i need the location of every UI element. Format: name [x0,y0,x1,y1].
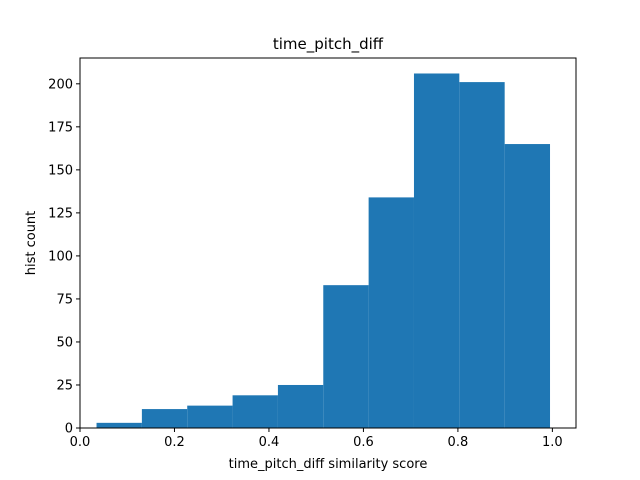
y-axis-ticks: 0 25 50 75 100 125 150 175 200 [48,77,80,437]
y-tick-label: 75 [56,292,73,307]
y-tick-label: 25 [56,378,73,393]
histogram-bar [96,422,142,428]
histogram-bar [277,384,324,428]
histogram-bar [232,395,278,428]
x-axis-ticks: 0.0 0.2 0.4 0.6 0.8 1.0 [70,428,563,450]
x-tick-label: 0.4 [259,435,280,450]
x-tick-label: 1.0 [542,435,563,450]
histogram-bar [413,73,460,428]
histogram-bar [459,82,505,429]
x-tick-label: 0.8 [448,435,469,450]
y-tick-label: 100 [48,249,73,264]
histogram-bar [141,409,188,428]
x-tick-label: 0.6 [353,435,374,450]
y-tick-label: 50 [56,335,73,350]
y-tick-label: 150 [48,163,73,178]
plot-frame [79,57,577,429]
histogram-bar [368,197,414,428]
x-tick-label: 0.0 [70,435,91,450]
x-tick-label: 0.2 [164,435,185,450]
chart-title: time_pitch_diff [273,35,384,54]
histogram-bar [187,405,233,428]
y-axis-label: hist count [24,211,39,276]
x-axis-label: time_pitch_diff similarity score [229,457,428,472]
histogram-bar [323,285,369,428]
y-tick-label: 0 [65,422,73,437]
y-tick-label: 125 [48,206,73,221]
y-tick-label: 175 [48,120,73,135]
y-tick-label: 200 [48,77,73,92]
bars-group [96,73,551,429]
histogram-bar [504,144,551,428]
